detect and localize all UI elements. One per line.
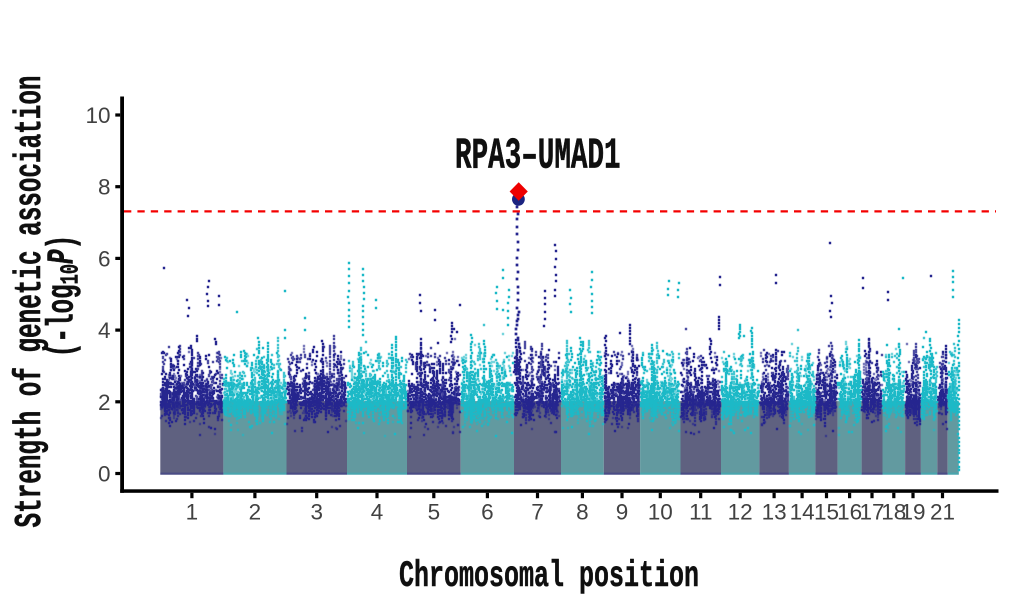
svg-text:19: 19 [900,500,925,525]
svg-text:10: 10 [648,500,673,525]
svg-text:18: 18 [881,500,906,525]
svg-text:2: 2 [249,500,262,525]
svg-text:6: 6 [481,500,494,525]
svg-text:4: 4 [371,500,384,525]
svg-text:12: 12 [728,500,753,525]
svg-text:15: 15 [814,500,839,525]
svg-text:Chromosomal position: Chromosomal position [399,557,699,598]
svg-text:9: 9 [616,500,629,525]
svg-text:13: 13 [762,500,787,525]
svg-text:5: 5 [428,500,441,525]
svg-text:8: 8 [576,500,589,525]
svg-text:3: 3 [311,500,324,525]
svg-text:17: 17 [859,500,884,525]
svg-text:6: 6 [98,246,111,271]
svg-text:11: 11 [689,500,712,525]
svg-text:21: 21 [930,500,955,525]
svg-text:8: 8 [98,175,111,200]
svg-text:16: 16 [837,500,862,525]
svg-text:RPA3–UMAD1: RPA3–UMAD1 [455,132,621,181]
svg-text:10: 10 [85,103,110,128]
svg-text:Strength of genetic associatio: Strength of genetic association [9,76,52,528]
svg-text:1: 1 [186,500,199,525]
svg-text:4: 4 [98,318,111,343]
svg-text:(-log10P): (-log10P) [42,235,86,357]
svg-text:7: 7 [531,500,544,525]
svg-text:14: 14 [790,500,815,525]
svg-text:2: 2 [98,390,111,415]
svg-text:0: 0 [98,462,111,487]
